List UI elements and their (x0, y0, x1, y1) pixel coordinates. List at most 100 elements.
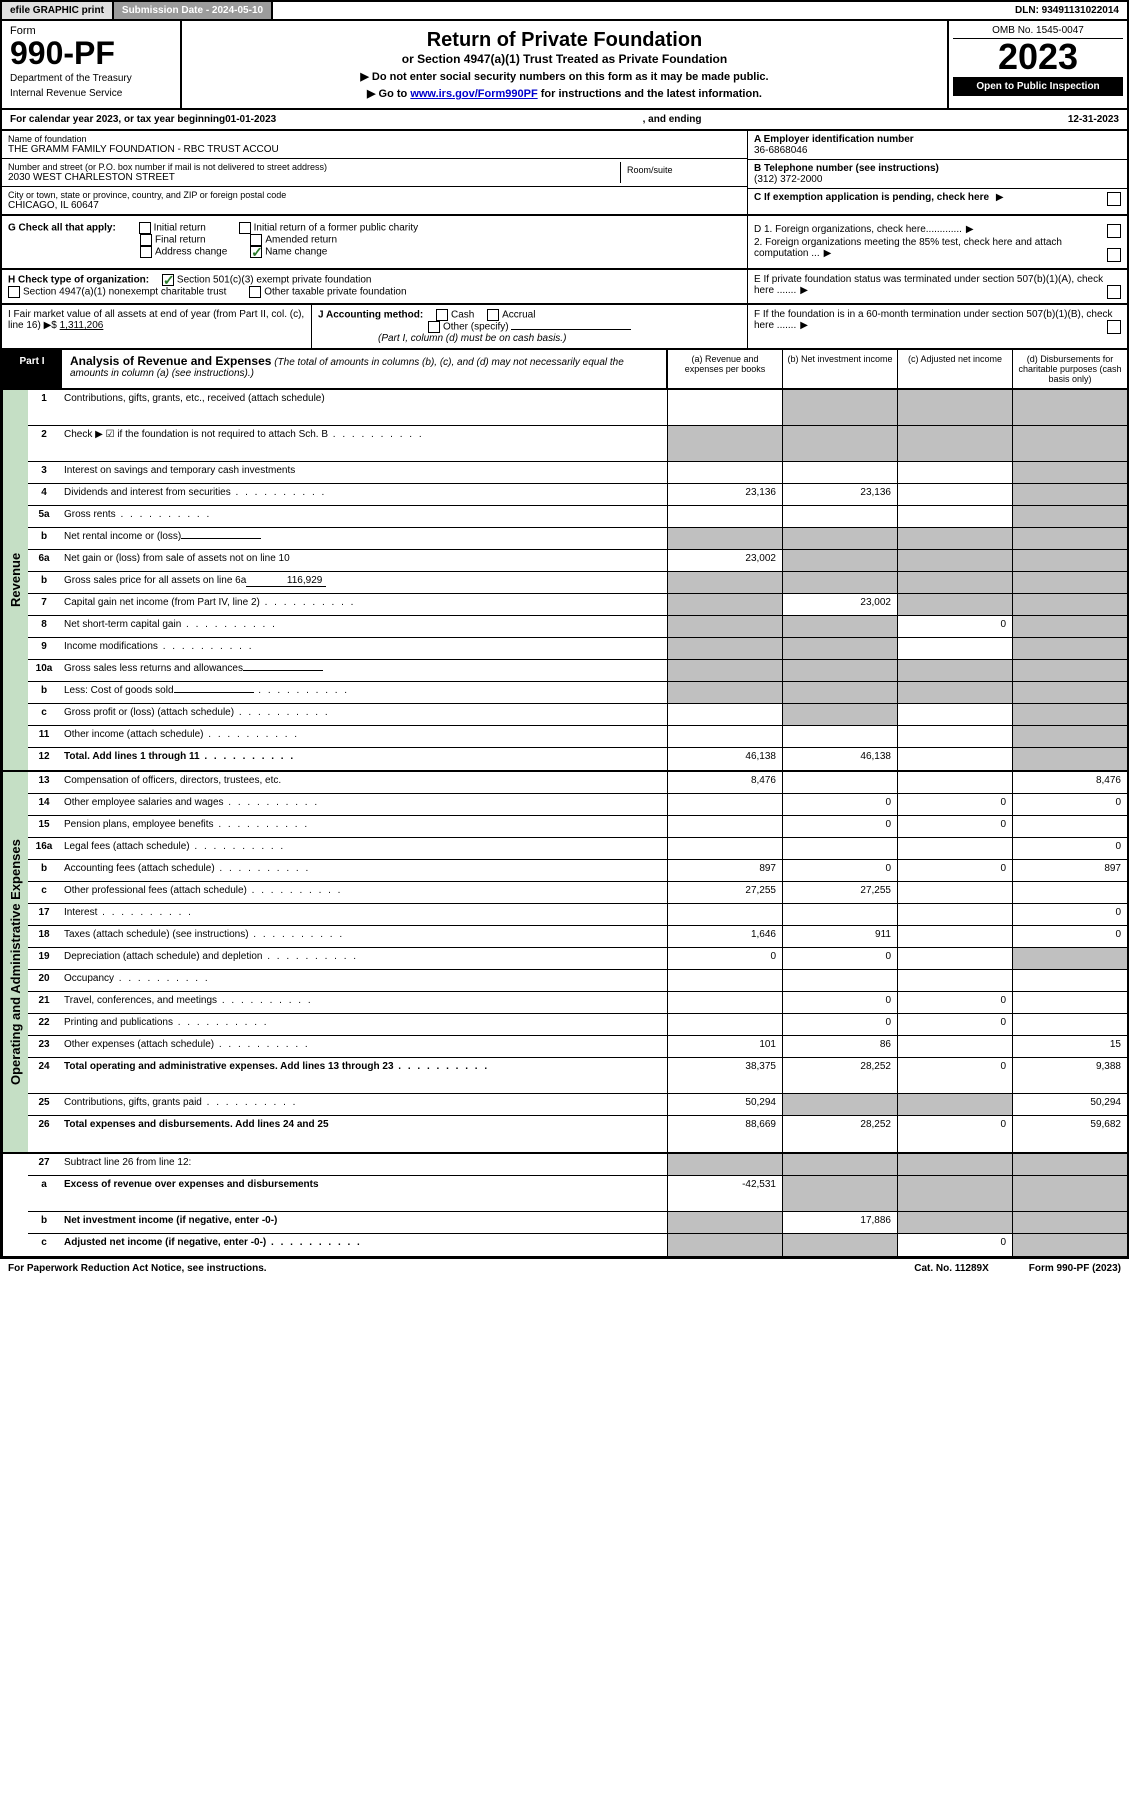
inline-value (174, 692, 254, 693)
amount-cell (1012, 660, 1127, 681)
initial-return-checkbox[interactable] (139, 222, 151, 234)
ein-value: 36-6868046 (754, 145, 1121, 156)
amount-cell (897, 1036, 1012, 1057)
paperwork-notice: For Paperwork Reduction Act Notice, see … (8, 1263, 267, 1274)
amount-cell (782, 506, 897, 527)
amount-cell (897, 1154, 1012, 1175)
other-method-checkbox[interactable] (428, 321, 440, 333)
exemption-checkbox[interactable] (1107, 192, 1121, 206)
4947-checkbox[interactable] (8, 286, 20, 298)
table-row: 12Total. Add lines 1 through 1146,13846,… (28, 748, 1127, 770)
amount-cell (897, 772, 1012, 793)
amount-cell (1012, 882, 1127, 903)
amount-cell (1012, 638, 1127, 659)
amount-cell (667, 970, 782, 991)
col-c-header: (c) Adjusted net income (897, 350, 1012, 388)
amount-cell (897, 572, 1012, 593)
table-row: 17Interest0 (28, 904, 1127, 926)
amount-cell (782, 572, 897, 593)
irs-link[interactable]: www.irs.gov/Form990PF (410, 88, 537, 100)
amount-cell: 0 (782, 794, 897, 815)
table-row: 21Travel, conferences, and meetings00 (28, 992, 1127, 1014)
line-description: Capital gain net income (from Part IV, l… (60, 594, 667, 615)
amount-cell: 8,476 (1012, 772, 1127, 793)
amount-cell (782, 1176, 897, 1211)
line-number: 9 (28, 638, 60, 659)
amount-cell (1012, 816, 1127, 837)
amount-cell (667, 992, 782, 1013)
line-description: Income modifications (60, 638, 667, 659)
table-row: 13Compensation of officers, directors, t… (28, 772, 1127, 794)
section-h-e: H Check type of organization: Section 50… (0, 270, 1129, 305)
amount-cell (782, 550, 897, 571)
line-description: Compensation of officers, directors, tru… (60, 772, 667, 793)
efile-label[interactable]: efile GRAPHIC print (2, 2, 114, 19)
amount-cell: 9,388 (1012, 1058, 1127, 1093)
d1-checkbox[interactable] (1107, 224, 1121, 238)
amount-cell (897, 926, 1012, 947)
name-change-checkbox[interactable] (250, 246, 262, 258)
amount-cell (897, 948, 1012, 969)
g-label: G Check all that apply: (8, 223, 116, 234)
amount-cell (1012, 506, 1127, 527)
line-description: Net gain or (loss) from sale of assets n… (60, 550, 667, 571)
table-row: 5aGross rents (28, 506, 1127, 528)
amount-cell (667, 462, 782, 483)
e-checkbox[interactable] (1107, 285, 1121, 299)
dept-treasury: Department of the Treasury (10, 73, 172, 84)
table-row: 1Contributions, gifts, grants, etc., rec… (28, 390, 1127, 426)
amount-cell (667, 638, 782, 659)
amount-cell: 0 (782, 948, 897, 969)
table-row: cGross profit or (loss) (attach schedule… (28, 704, 1127, 726)
top-bar: efile GRAPHIC print Submission Date - 20… (0, 0, 1129, 21)
other-taxable-checkbox[interactable] (249, 286, 261, 298)
table-row: 9Income modifications (28, 638, 1127, 660)
amount-cell: 897 (667, 860, 782, 881)
final-return-checkbox[interactable] (140, 234, 152, 246)
f-checkbox[interactable] (1107, 320, 1121, 334)
line-number: 5a (28, 506, 60, 527)
line-number: 25 (28, 1094, 60, 1115)
amount-cell: 0 (897, 816, 1012, 837)
line-description: Check ▶ ☑ if the foundation is not requi… (60, 426, 667, 461)
year-begin: 01-01-2023 (225, 114, 276, 125)
addr-change-checkbox[interactable] (140, 246, 152, 258)
table-row: 8Net short-term capital gain0 (28, 616, 1127, 638)
amount-cell (782, 704, 897, 725)
cash-checkbox[interactable] (436, 309, 448, 321)
line-number: 15 (28, 816, 60, 837)
amount-cell (667, 682, 782, 703)
amount-cell (1012, 390, 1127, 425)
line-description: Legal fees (attach schedule) (60, 838, 667, 859)
line-description: Contributions, gifts, grants paid (60, 1094, 667, 1115)
table-row: 10aGross sales less returns and allowanc… (28, 660, 1127, 682)
amount-cell: 1,646 (667, 926, 782, 947)
initial-former-checkbox[interactable] (239, 222, 251, 234)
d2-checkbox[interactable] (1107, 248, 1121, 262)
arrow-icon: ▶ (996, 192, 1004, 203)
accrual-checkbox[interactable] (487, 309, 499, 321)
line-description: Adjusted net income (if negative, enter … (60, 1234, 667, 1256)
line-number: 3 (28, 462, 60, 483)
table-row: 26Total expenses and disbursements. Add … (28, 1116, 1127, 1152)
line-number: b (28, 860, 60, 881)
amount-cell: 46,138 (782, 748, 897, 770)
line-number: b (28, 572, 60, 593)
amount-cell: 50,294 (1012, 1094, 1127, 1115)
table-row: bGross sales price for all assets on lin… (28, 572, 1127, 594)
amount-cell: 0 (1012, 904, 1127, 925)
foundation-name: THE GRAMM FAMILY FOUNDATION - RBC TRUST … (8, 144, 741, 155)
501c3-checkbox[interactable] (162, 274, 174, 286)
amount-cell (1012, 484, 1127, 505)
amount-cell (1012, 748, 1127, 770)
table-row: bLess: Cost of goods sold (28, 682, 1127, 704)
section-g-d: G Check all that apply: Initial return I… (0, 216, 1129, 270)
line-number: 11 (28, 726, 60, 747)
table-row: 7Capital gain net income (from Part IV, … (28, 594, 1127, 616)
line-number: b (28, 1212, 60, 1233)
amount-cell (667, 426, 782, 461)
amount-cell (897, 726, 1012, 747)
table-row: bNet rental income or (loss) (28, 528, 1127, 550)
amount-cell (667, 704, 782, 725)
line-number: 17 (28, 904, 60, 925)
